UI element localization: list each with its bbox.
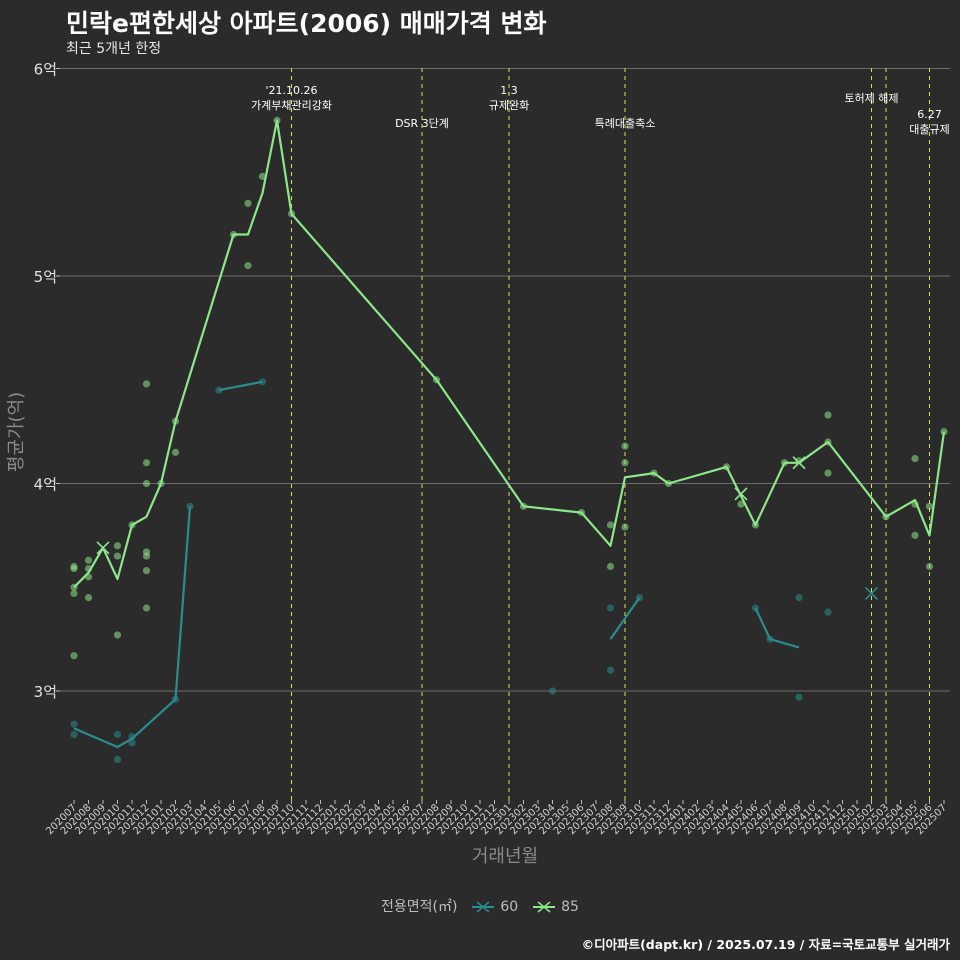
data-point-85: [258, 172, 267, 180]
data-point-85: [70, 652, 78, 660]
data-point-60: [606, 666, 615, 674]
series-line-85: [73, 119, 946, 589]
legend-key-60-icon: [471, 901, 494, 913]
data-point-60: [548, 687, 557, 695]
data-point-85: [84, 556, 93, 564]
data-point-85: [911, 531, 919, 539]
data-point-85: [142, 380, 151, 388]
data-point-60: [795, 594, 803, 602]
data-point-85: [142, 552, 151, 560]
data-point-85: [113, 552, 122, 560]
y-axis-label: 평균가(억): [6, 392, 27, 472]
data-point-85: [171, 448, 180, 456]
data-point-60: [113, 755, 122, 764]
data-point-85: [244, 199, 252, 207]
data-point-85: [70, 589, 78, 598]
data-point-60: [113, 730, 122, 739]
y-tick-label: 5억: [34, 268, 57, 286]
event-annotation: '21.10.26: [265, 84, 317, 97]
y-tick-label: 6억: [34, 61, 57, 79]
event-annotation: 가계부채관리강화: [251, 99, 332, 112]
legend-item-85: 85: [531, 899, 579, 915]
data-point-85: [925, 562, 934, 571]
data-point-60: [215, 386, 223, 394]
cross-marker-85: [792, 456, 806, 470]
data-point-85: [142, 459, 151, 467]
legend-title: 전용면적(㎡): [381, 899, 458, 915]
data-point-85: [737, 500, 745, 508]
data-point-85: [113, 542, 122, 550]
legend-item-60: 60: [470, 899, 518, 915]
data-point-60: [70, 730, 78, 739]
event-annotation: 특례대출축소: [595, 117, 656, 130]
cross-marker-85: [734, 487, 748, 501]
data-point-85: [142, 604, 151, 612]
data-point-85: [113, 631, 122, 639]
event-annotation: DSR 3단계: [395, 117, 449, 130]
legend: 전용면적(㎡) 60 85: [0, 896, 960, 916]
series-line-60: [609, 596, 641, 640]
event-annotation: 6.27: [917, 108, 942, 121]
data-point-85: [621, 523, 629, 531]
data-point-60: [824, 608, 832, 616]
data-point-85: [824, 411, 832, 419]
chart-title: 민락e편한세상 아파트(2006) 매매가격 변화: [66, 9, 547, 38]
event-annotation: 1.3: [500, 84, 518, 97]
series-line-60: [73, 506, 192, 749]
event-annotation: 토허제 해제: [844, 91, 898, 105]
data-point-60: [795, 693, 803, 701]
series-line-60: [218, 380, 263, 392]
legend-key-85-icon: [532, 901, 555, 913]
x-axis-label: 거래년월: [472, 846, 538, 867]
event-annotation: 대출규제: [909, 123, 949, 136]
data-point-85: [911, 455, 919, 463]
y-tick-label: 4억: [34, 476, 57, 494]
cross-marker-60: [864, 586, 879, 601]
data-point-85: [621, 459, 629, 467]
data-point-85: [244, 262, 252, 270]
cross-marker-85: [96, 541, 110, 555]
data-point-85: [606, 562, 615, 571]
data-point-85: [70, 564, 78, 573]
data-point-85: [621, 442, 629, 450]
series-line-60: [754, 607, 800, 649]
data-point-85: [606, 521, 615, 529]
data-point-85: [142, 567, 151, 575]
chart-subtitle: 최근 5개년 한정: [66, 41, 162, 57]
event-annotation: 규제완화: [489, 99, 529, 112]
data-point-60: [128, 739, 136, 747]
data-point-85: [925, 502, 934, 510]
legend-label-60: 60: [500, 899, 519, 915]
legend-label-85: 85: [561, 899, 579, 915]
data-point-85: [84, 594, 93, 602]
data-point-85: [142, 479, 151, 488]
data-point-60: [606, 604, 615, 612]
data-point-60: [70, 720, 78, 728]
data-point-85: [824, 469, 832, 477]
y-tick-label: 3억: [34, 683, 57, 701]
source-caption: ©디아파트(dapt.kr) / 2025.07.19 / 자료=국토교통부 실…: [581, 937, 950, 952]
